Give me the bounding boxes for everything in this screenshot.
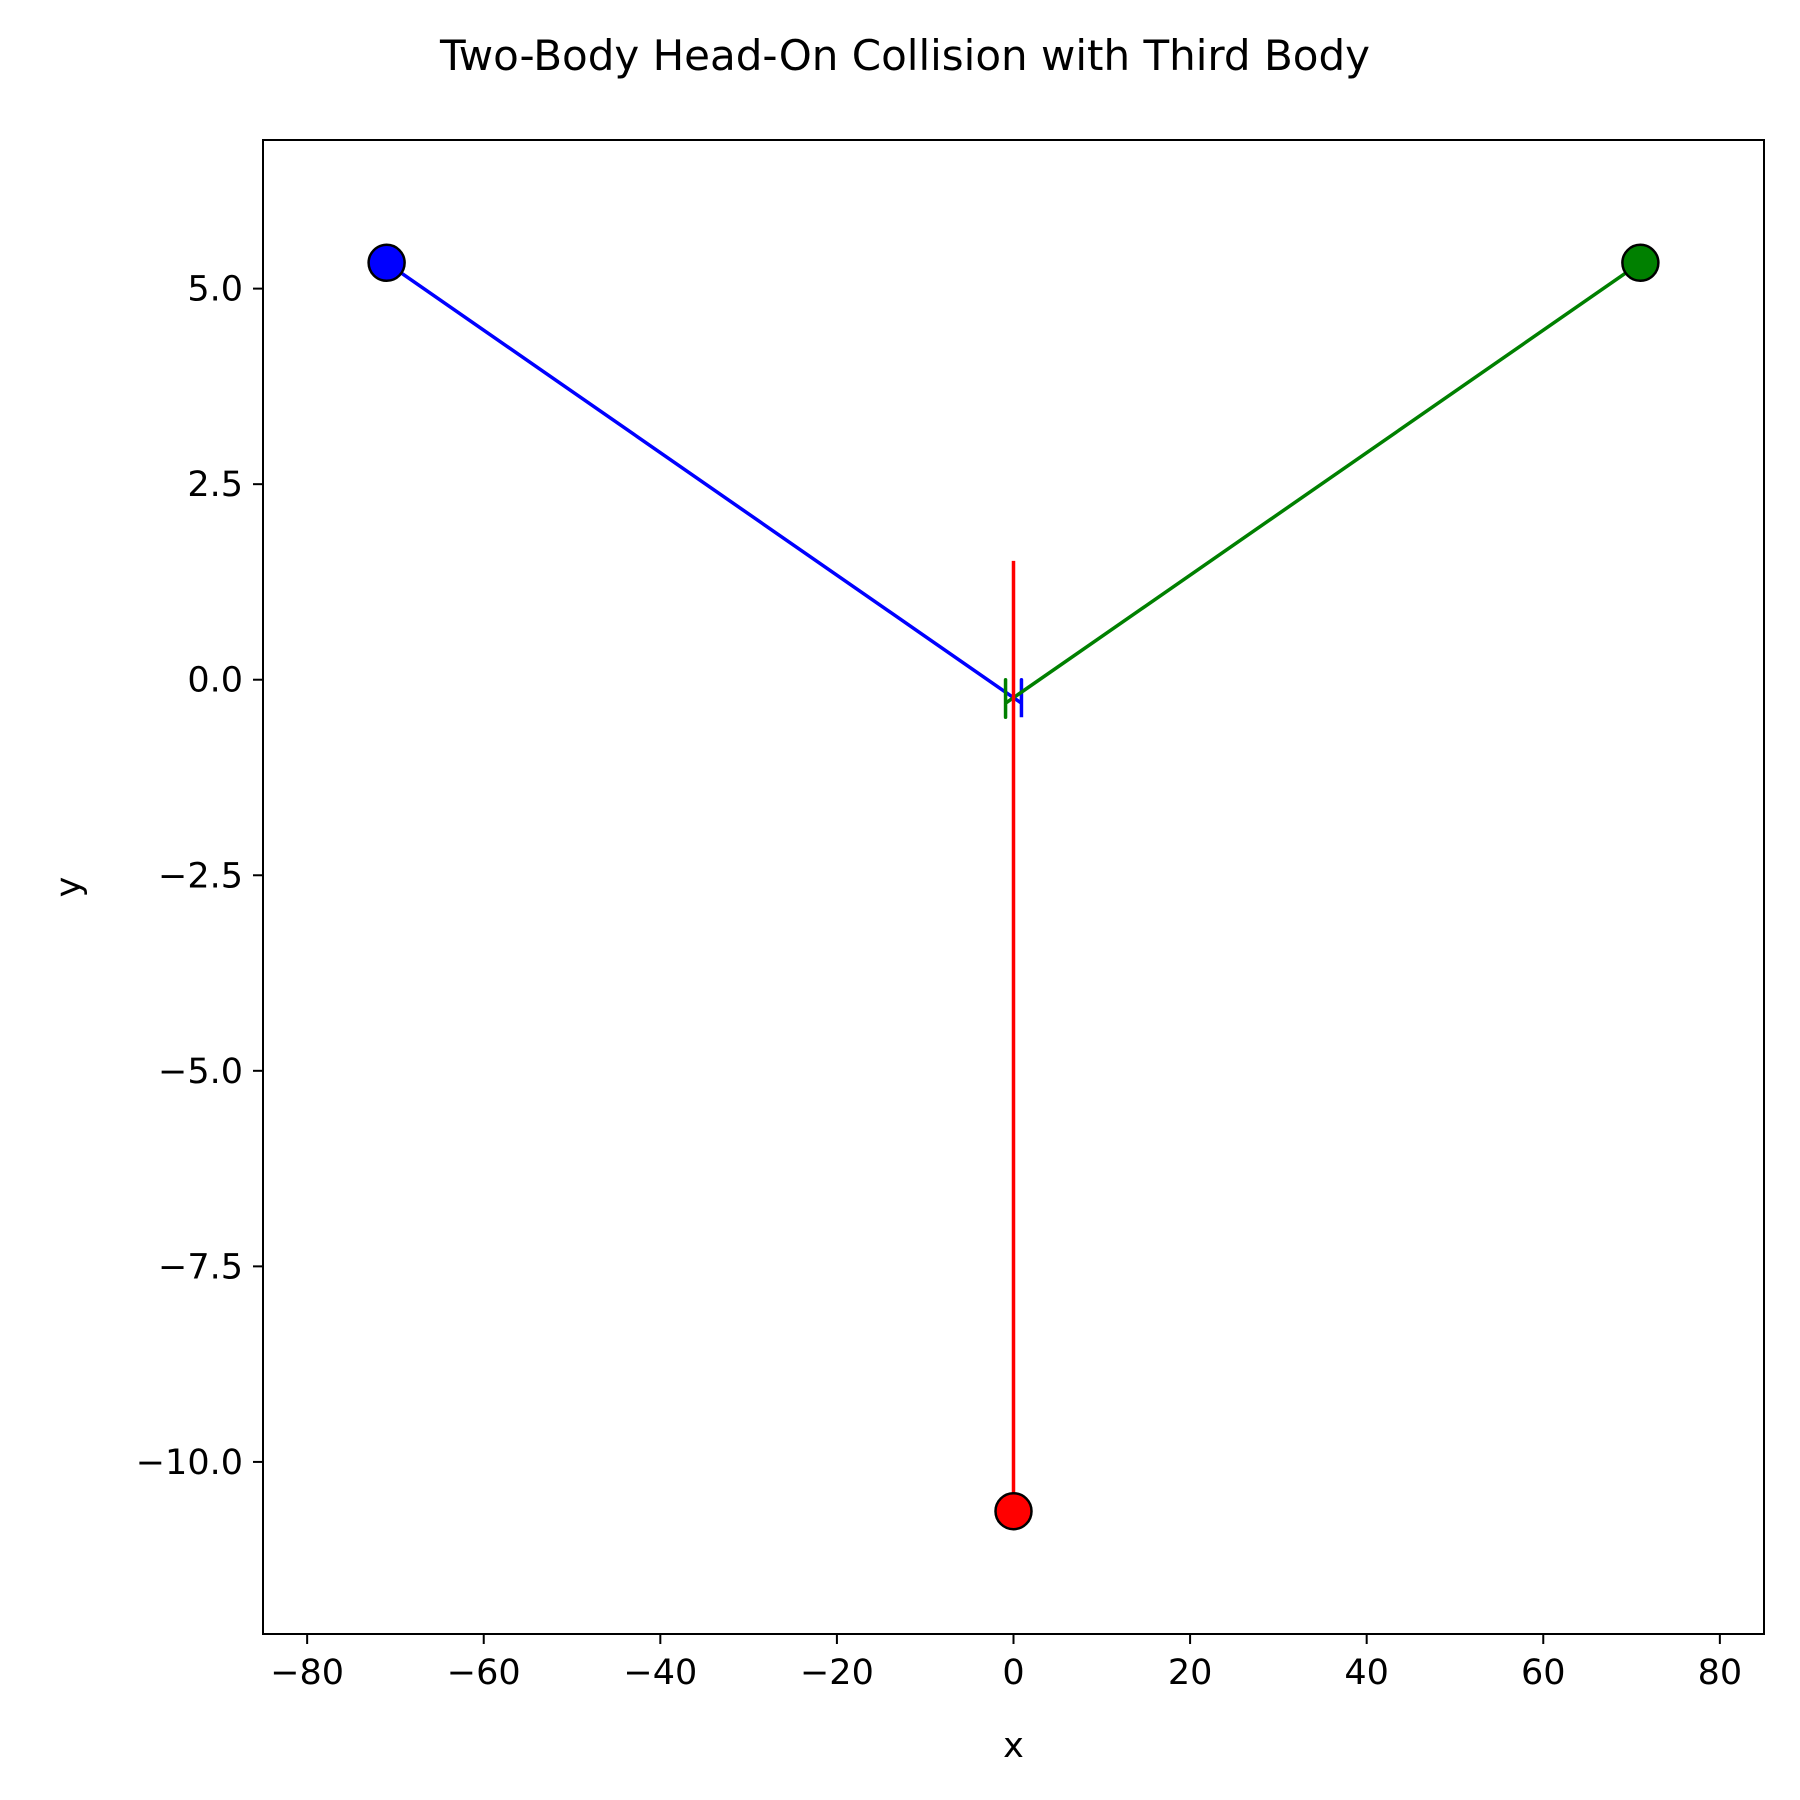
body-marker-3 [994, 1491, 1033, 1531]
y-tick-label: 0.0 [187, 661, 243, 701]
chart-title: Two-Body Head-On Collision with Third Bo… [439, 31, 1370, 80]
x-axis-label: x [1003, 1726, 1024, 1766]
x-tick-label: 60 [1521, 1653, 1566, 1693]
y-axis-label: y [49, 877, 89, 898]
y-tick-label: 5.0 [187, 270, 243, 310]
x-tick-label: 0 [1002, 1653, 1024, 1693]
y-tick-label: −7.5 [158, 1247, 243, 1287]
x-tick-label: −20 [800, 1653, 874, 1693]
x-tick-label: −80 [270, 1653, 344, 1693]
x-tick-label: 40 [1344, 1653, 1389, 1693]
trajectory-line-1 [385, 261, 1024, 718]
x-tick-label: −60 [447, 1653, 521, 1693]
y-tick-label: −2.5 [158, 856, 243, 896]
plot-area [367, 243, 1660, 1531]
axis-ticks: −80 −60 −40 −20 0 20 40 60 80 5.0 2.5 0.0 −2.5 −5.0 −7… [136, 270, 1742, 1693]
x-tick-label: 20 [1168, 1653, 1213, 1693]
trajectory-line-2 [1003, 261, 1642, 720]
body-marker-2 [1621, 243, 1660, 283]
body-marker-1 [367, 243, 406, 283]
y-tick-label: −10.0 [136, 1443, 243, 1483]
x-tick-label: 80 [1698, 1653, 1743, 1693]
x-tick-label: −40 [623, 1653, 697, 1693]
axes-frame [262, 139, 1765, 1635]
y-tick-label: 2.5 [187, 465, 243, 505]
y-tick-label: −5.0 [158, 1052, 243, 1092]
